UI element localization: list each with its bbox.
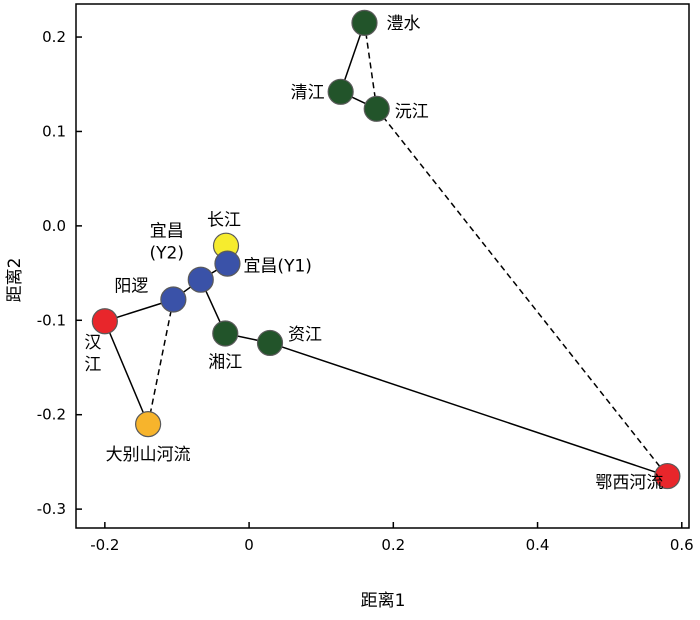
point-qingjiang <box>327 78 354 105</box>
label-yangluo: 阳逻 <box>114 277 148 297</box>
point-yichang_y2 <box>187 266 214 293</box>
y-tick-label: -0.3 <box>37 500 66 518</box>
point-dabieshan <box>135 411 162 438</box>
connector-exi-zijiang <box>269 342 668 477</box>
label-zijiang: 资江 <box>288 325 322 345</box>
x-tick-label: 0 <box>244 536 254 554</box>
x-axis-title: 距离1 <box>361 591 406 611</box>
label-qingjiang: 清江 <box>291 83 325 103</box>
point-yuanjiang <box>363 95 390 122</box>
label-yichang_y1: 宜昌(Y1) <box>243 257 311 277</box>
label-exi: 鄂西河流 <box>595 473 663 493</box>
point-hanjiang <box>91 308 118 335</box>
point-yangluo <box>160 286 187 313</box>
point-xiangjiang <box>212 320 239 347</box>
point-lishui <box>351 9 378 36</box>
y-axis-title: 距离2 <box>5 258 25 303</box>
plot-frame <box>75 3 690 529</box>
x-tick-label: -0.2 <box>90 536 119 554</box>
point-zijiang <box>256 329 284 357</box>
label-xiangjiang: 湘江 <box>208 353 242 373</box>
y-tick-label: 0.0 <box>42 217 66 235</box>
connector-dabieshan-yangluo <box>147 299 175 425</box>
label-lishui: 澧水 <box>386 14 420 34</box>
connector-lishui-yuanjiang <box>363 22 378 109</box>
point-exi <box>654 462 681 490</box>
y-tick-label: -0.1 <box>37 311 66 329</box>
point-yichang_y1 <box>214 250 241 277</box>
label-hanjiang: 汉江 <box>84 333 101 375</box>
label-changjiang: 长江 <box>207 211 241 231</box>
connector-yuanjiang-exi <box>376 108 668 477</box>
x-tick-label: 0.2 <box>381 536 405 554</box>
x-tick-label: 0.4 <box>526 536 550 554</box>
y-tick-label: -0.2 <box>37 406 66 424</box>
label-dabieshan: 大别山河流 <box>106 445 191 465</box>
x-tick-label: 0.6 <box>670 536 694 554</box>
label-yichang_y2: 宜昌(Y2) <box>150 222 184 264</box>
connection-lines <box>104 22 668 477</box>
connector-hanjiang-dabieshan <box>104 320 149 425</box>
data-points <box>91 9 681 490</box>
label-yuanjiang: 沅江 <box>395 102 429 122</box>
y-tick-label: 0.1 <box>42 122 66 140</box>
y-tick-label: 0.2 <box>42 28 66 46</box>
axis-ticks: -0.2 0 0.2 0.4 0.6 0.2 0.1 0.0 -0.1 -0.2 -0.3 <box>37 28 694 554</box>
